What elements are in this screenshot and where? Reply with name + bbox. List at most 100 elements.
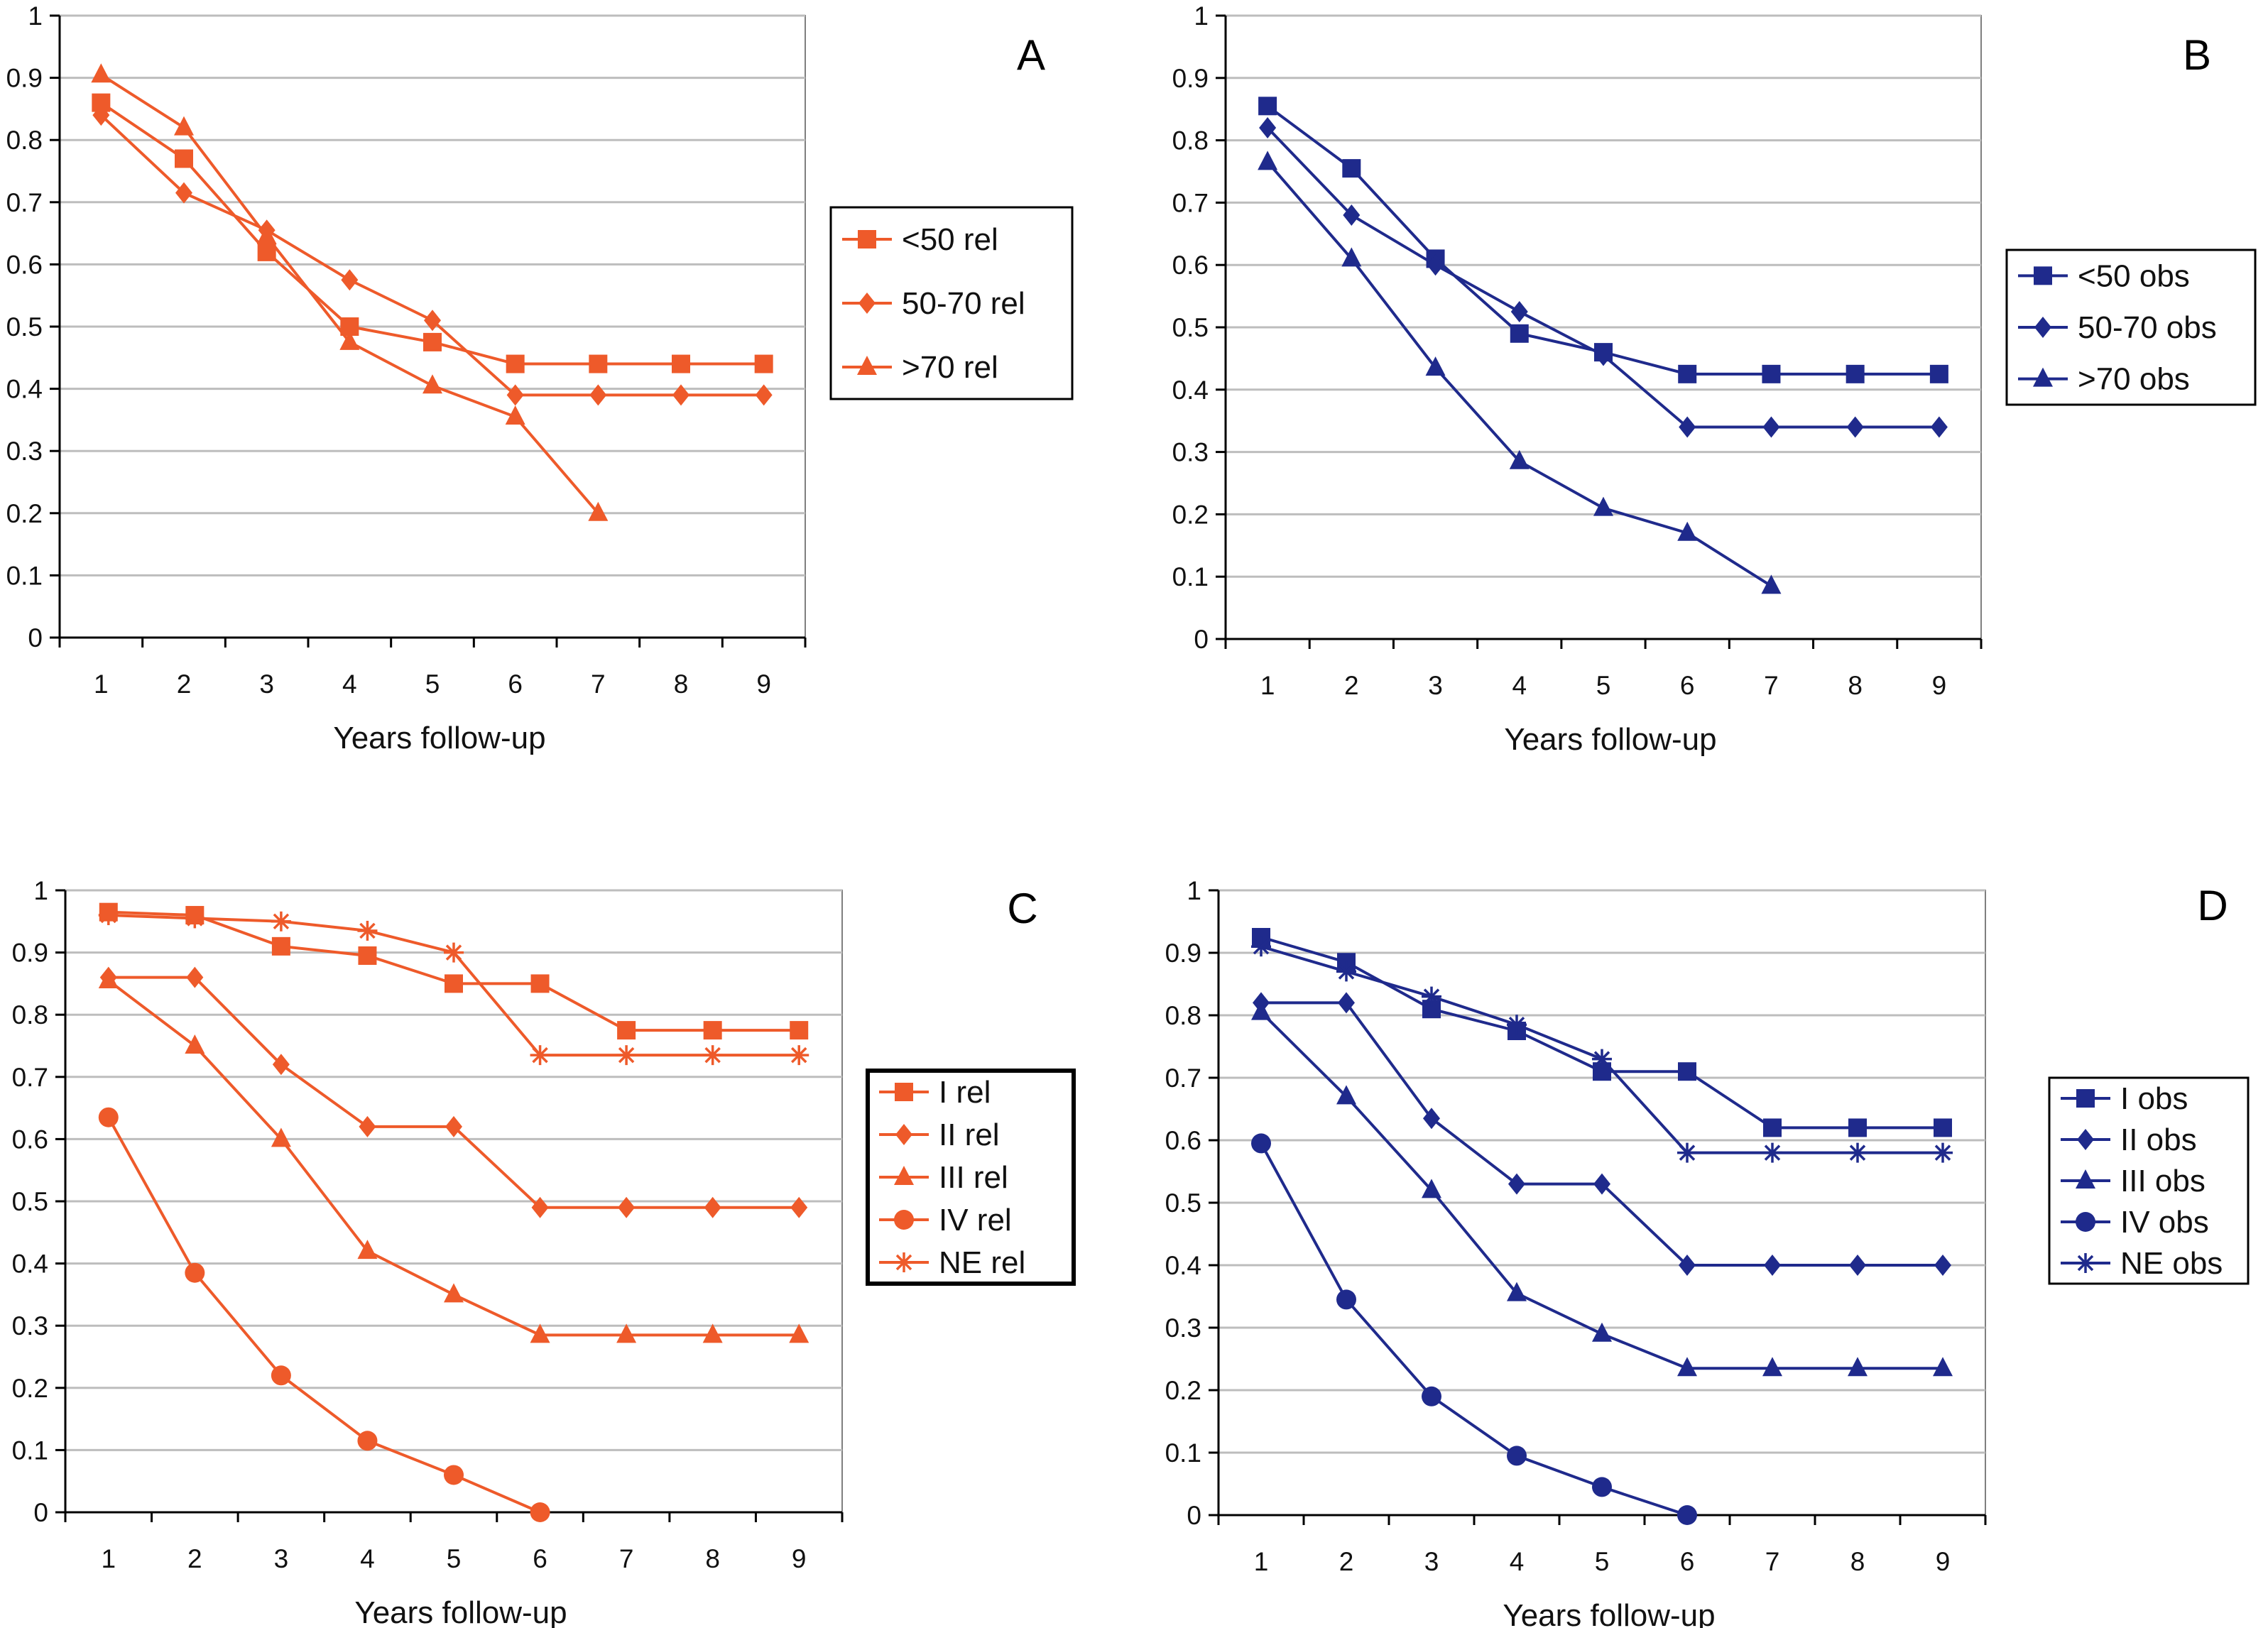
x-tick-label: 2: [187, 1544, 202, 1573]
data-point: [271, 911, 291, 932]
series-iv-obs: [1251, 1133, 1697, 1525]
data-point: [1343, 204, 1361, 226]
data-point: [1679, 1255, 1696, 1276]
data-point: [1423, 1108, 1440, 1130]
data-point: [1677, 1142, 1697, 1163]
y-tick-label: 0.7: [1165, 1064, 1201, 1093]
x-tick-label: 1: [1260, 671, 1275, 700]
x-tick-label: 5: [1595, 1547, 1610, 1576]
legend-label: >70 rel: [902, 350, 998, 385]
data-point: [1679, 416, 1696, 438]
y-tick-label: 0.1: [12, 1436, 48, 1465]
legend-marker: [858, 230, 876, 248]
panel-d: 0 0.1 0.2 0.3 0.4 0.5 0.6 0.7 0.8 0.9 1 1 2 3 4 5 6 7 8 9 Ye…: [1165, 876, 2250, 1628]
data-point: [423, 332, 442, 351]
legend-item: III obs: [2061, 1164, 2206, 1198]
x-tick-label: 1: [94, 670, 109, 699]
legend: <50 obs 50-70 obs >70 obs: [2005, 248, 2257, 406]
data-point: [703, 1021, 722, 1040]
data-point: [506, 384, 524, 406]
data-point: [271, 936, 290, 956]
x-tick-label: 5: [1596, 671, 1611, 700]
y-tick-label: 0.7: [1172, 188, 1209, 217]
legend-label: II obs: [2120, 1122, 2197, 1157]
x-tick-label: 8: [1848, 671, 1863, 700]
series--70-rel: [91, 63, 609, 521]
data-point: [445, 1115, 462, 1137]
data-point: [1846, 416, 1864, 438]
series-line: [1266, 126, 1939, 429]
data-point: [589, 354, 608, 373]
x-tick-label: 4: [342, 670, 357, 699]
panel-letter: B: [2183, 31, 2211, 79]
y-tick-label: 0.4: [12, 1250, 48, 1279]
data-point: [92, 104, 110, 126]
panel-b: 0 0.1 0.2 0.3 0.4 0.5 0.6 0.7 0.8 0.9 1 1 2 3 4 5 6 7 8 9 Ye…: [1172, 1, 2257, 757]
y-tick-label: 0.4: [6, 375, 43, 404]
x-tick-label: 6: [508, 670, 523, 699]
series-line: [99, 114, 764, 397]
legend-marker: [895, 1083, 913, 1101]
data-point: [357, 1240, 378, 1260]
data-point: [618, 1196, 636, 1218]
x-tick-label: 2: [1344, 671, 1359, 700]
x-tick-label: 9: [756, 670, 771, 699]
series-iv-rel: [98, 1107, 550, 1522]
legend: I obs II obs III obs IV obs NE obs: [2048, 1076, 2250, 1285]
x-axis-label: Years follow-up: [333, 721, 545, 755]
y-tick-label: 0: [1187, 1501, 1201, 1530]
series-50-70-rel: [92, 104, 773, 406]
data-point: [1849, 1255, 1866, 1276]
data-point: [1422, 986, 1441, 1007]
data-point: [1510, 301, 1528, 323]
data-point: [530, 1323, 550, 1343]
legend-marker: [857, 356, 877, 375]
data-point: [1934, 1118, 1952, 1137]
x-tick-label: 8: [1850, 1547, 1865, 1576]
data-point: [702, 1323, 723, 1343]
series-ii-rel: [99, 966, 808, 1218]
legend-label: <50 rel: [902, 222, 998, 257]
series-line: [1266, 104, 1939, 376]
x-tick-label: 8: [705, 1544, 720, 1573]
legend-item: 50-70 obs: [2018, 310, 2217, 345]
data-point: [185, 908, 205, 929]
x-tick-label: 7: [1765, 1547, 1780, 1576]
data-point: [1422, 1386, 1441, 1406]
x-tick-label: 5: [447, 1544, 462, 1573]
legend-marker: [895, 1124, 912, 1145]
data-point: [1258, 151, 1278, 170]
y-tick-label: 0.1: [1172, 562, 1209, 591]
x-tick-label: 5: [425, 670, 440, 699]
series-50-70-obs: [1259, 117, 1948, 438]
y-tick-label: 0.1: [1165, 1438, 1201, 1468]
y-tick-label: 0.5: [1165, 1189, 1201, 1218]
x-tick-label: 7: [619, 1544, 634, 1573]
data-point: [505, 405, 525, 425]
legend-item: II obs: [2061, 1122, 2197, 1157]
y-tick-label: 1: [33, 876, 48, 905]
x-tick-label: 8: [674, 670, 689, 699]
legend-item: NE rel: [879, 1245, 1025, 1280]
legend-item: >70 rel: [842, 350, 998, 385]
legend-marker: [2034, 317, 2051, 338]
data-point: [1593, 496, 1613, 516]
legend-item: III rel: [879, 1160, 1008, 1195]
data-point: [1764, 1255, 1781, 1276]
data-point: [185, 1034, 205, 1054]
x-tick-label: 2: [1339, 1547, 1354, 1576]
legend-item: I rel: [879, 1075, 991, 1110]
y-tick-label: 0.5: [6, 312, 43, 342]
data-point: [616, 1323, 637, 1343]
legend-item: IV obs: [2061, 1205, 2209, 1240]
x-tick-label: 1: [101, 1544, 116, 1573]
y-tick-label: 0.1: [6, 561, 43, 590]
legend: <50 rel 50-70 rel >70 rel: [829, 206, 1074, 400]
data-point: [588, 501, 609, 521]
x-tick-label: 6: [533, 1544, 547, 1573]
y-tick-label: 0.7: [12, 1063, 48, 1092]
data-point: [98, 969, 119, 989]
data-point: [1929, 364, 1948, 383]
data-point: [1933, 1142, 1953, 1163]
legend-item: II rel: [879, 1118, 1000, 1152]
